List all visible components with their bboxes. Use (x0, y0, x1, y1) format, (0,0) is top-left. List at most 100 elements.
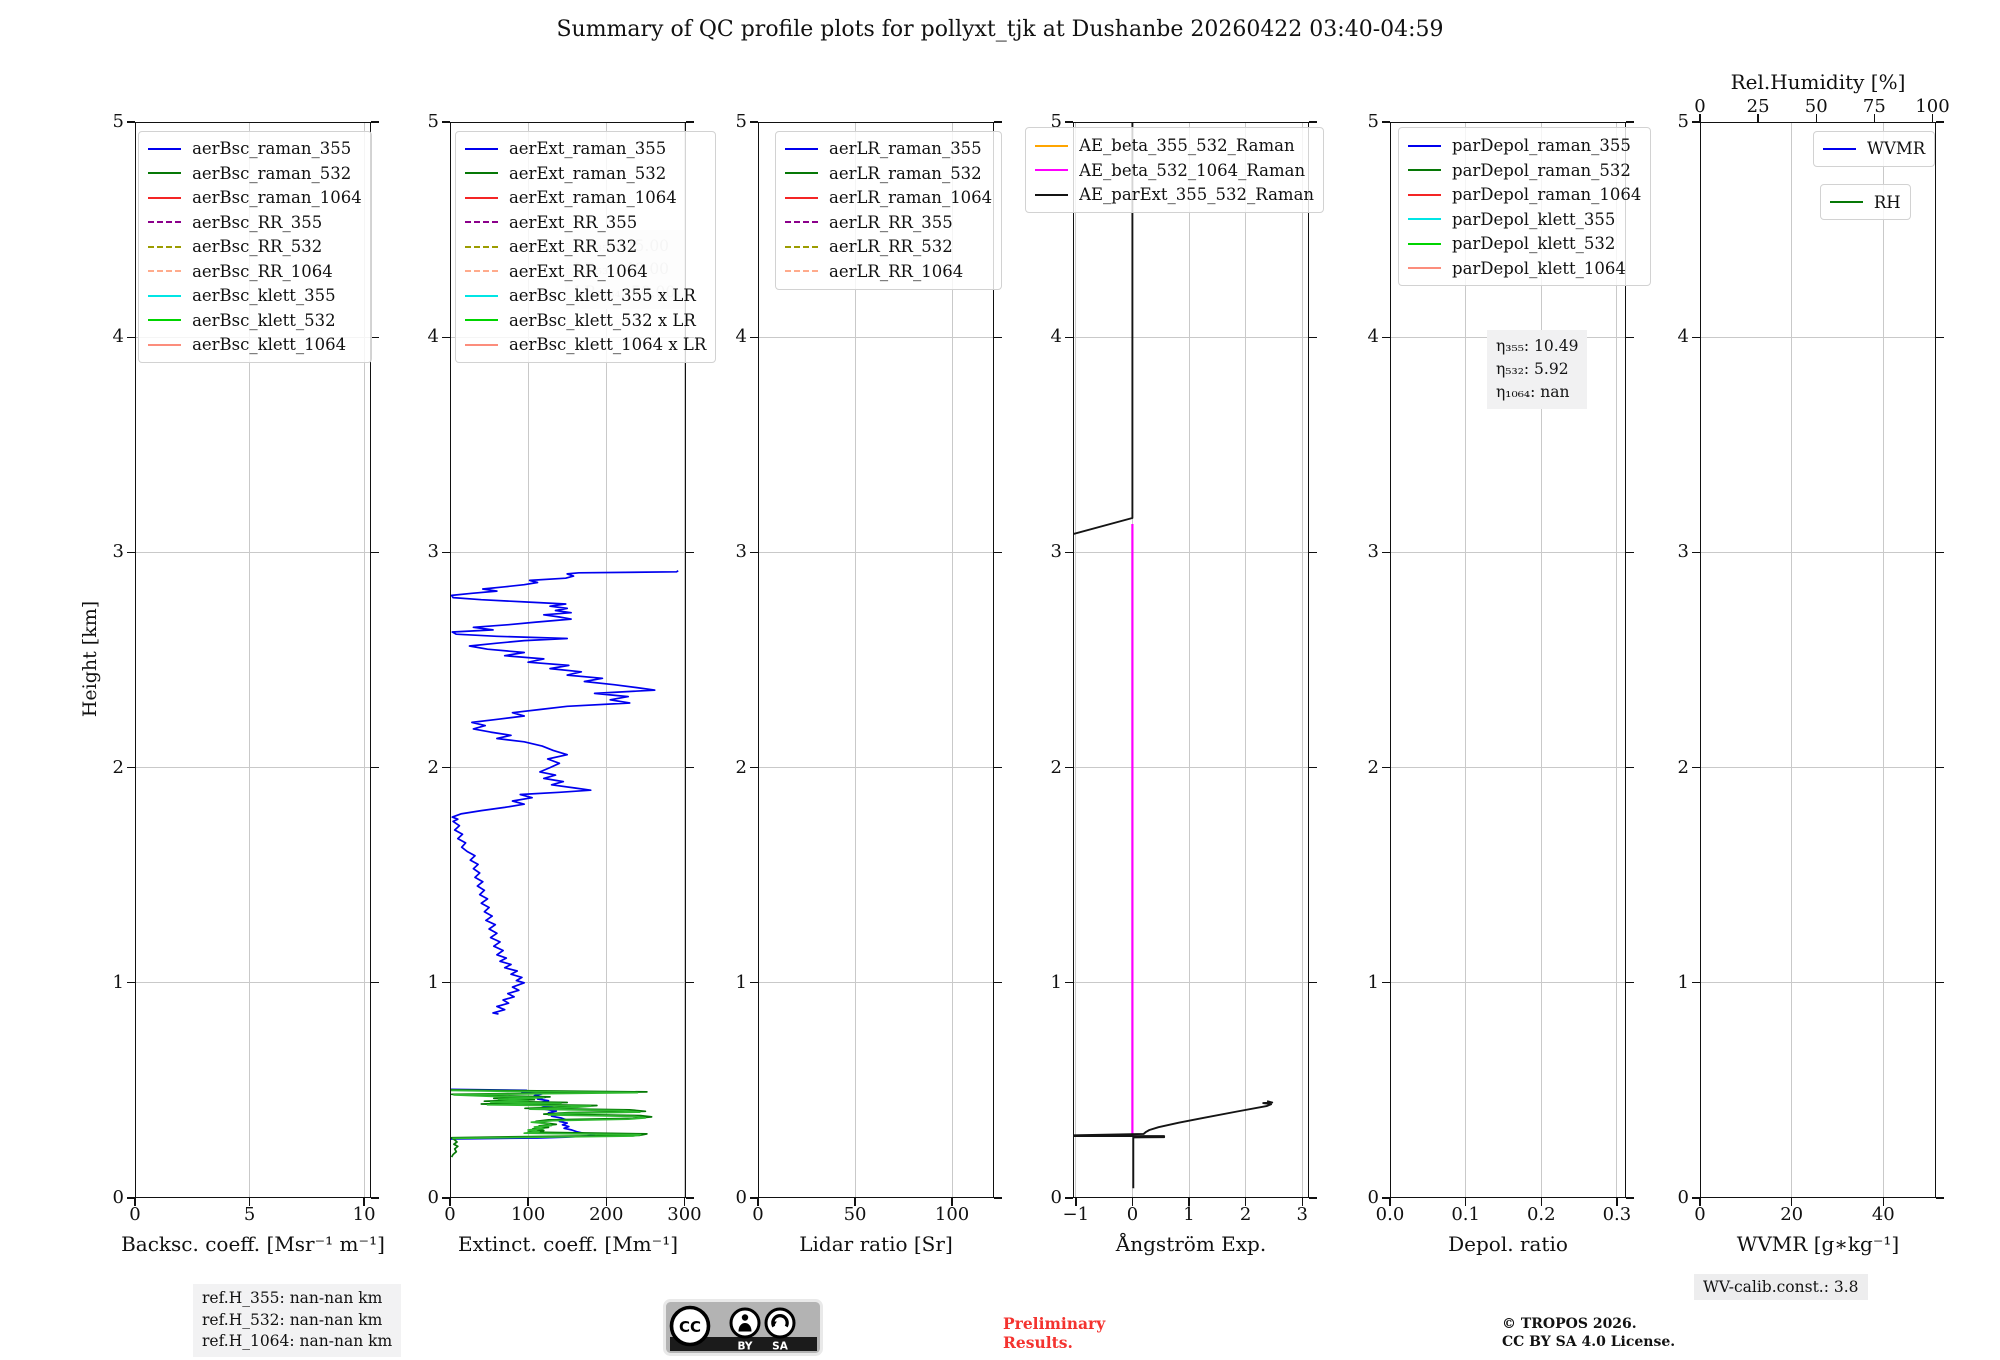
legend-line-swatch (148, 245, 182, 248)
legend-label: AE_beta_355_532_Raman (1079, 136, 1295, 156)
plot-wvmr-series (1700, 122, 1936, 1198)
xtick-label-ext: 200 (589, 1204, 624, 1225)
cc-circle-icon (669, 1305, 711, 1347)
legend-label: aerLR_RR_1064 (828, 261, 964, 281)
ytick-label-ext: 5 (427, 111, 439, 132)
xtick-angstroem (1244, 1198, 1247, 1206)
legend-ext-0: aerExt_raman_355 aerExt_raman_532 aerExt_r… (454, 130, 717, 364)
ytick-right-depol (1626, 551, 1634, 554)
legend-item: aerLR_RR_532 (784, 235, 992, 260)
ytick-left-angstroem (1065, 1197, 1073, 1199)
ytick-left-lidar-ratio (750, 121, 758, 123)
cc-text: CC (679, 1318, 701, 1336)
gridline-y-lidar-ratio (758, 551, 994, 553)
ytick-right-lidar-ratio (994, 336, 1002, 338)
ytick-right-depol (1626, 766, 1634, 769)
legend-label: aerBsc_raman_355 (192, 139, 352, 159)
xtick-lidar-ratio (757, 1198, 759, 1206)
xtick-label-lidar-ratio: 100 (934, 1204, 970, 1225)
legend-item: aerBsc_klett_355 x LR (464, 284, 706, 309)
legend-item: aerBsc_klett_532 (148, 308, 362, 333)
legend-label: AE_beta_532_1064_Raman (1079, 160, 1306, 180)
ytick-right-lidar-ratio (994, 982, 1002, 984)
gridline-y-depol (1390, 982, 1626, 984)
xtick-depol (1616, 1198, 1618, 1206)
legend-label: aerExt_RR_355 (508, 212, 638, 232)
gridline-x-depol (1540, 122, 1542, 1198)
legend-item: aerBsc_raman_532 (148, 161, 362, 186)
ytick-right-lidar-ratio (994, 1197, 1002, 1199)
xtick-label-lidar-ratio: 50 (843, 1204, 867, 1225)
xlabel-backsc: Backsc. coeff. [Msr⁻¹ m⁻¹] (121, 1232, 385, 1256)
legend-item: aerBsc_RR_355 (148, 210, 362, 235)
legend-item: aerLR_RR_355 (784, 210, 992, 235)
legend-line-swatch (784, 196, 818, 199)
top-tick-label-wvmr: 0 (1694, 96, 1706, 117)
ytick-label-depol: 3 (1367, 541, 1379, 563)
legend-label: aerLR_raman_1064 (828, 188, 993, 208)
legend-line-swatch (1408, 267, 1442, 270)
legend-line-swatch (1408, 193, 1442, 196)
legend-label: parDepol_klett_532 (1452, 234, 1616, 254)
legend-item: aerExt_RR_532 (464, 235, 706, 260)
xtick-label-wvmr: 0 (1694, 1204, 1706, 1225)
top-axis-label-wvmr: Rel.Humidity [%] (1730, 70, 1906, 94)
ytick-right-wvmr (1936, 766, 1944, 769)
ytick-right-ext (686, 766, 694, 769)
ytick-label-wvmr: 4 (1677, 326, 1689, 348)
ytick-left-angstroem (1065, 766, 1073, 769)
xtick-backsc (248, 1198, 251, 1206)
legend-line-swatch (1408, 218, 1442, 221)
legend-label: aerLR_raman_355 (828, 139, 982, 159)
ytick-right-depol (1626, 336, 1634, 338)
legend-label: aerExt_raman_355 (508, 139, 667, 159)
ytick-label-depol: 1 (1367, 971, 1379, 993)
reference-height-box: ref.H_355: nan-nan km ref.H_532: nan-nan… (193, 1284, 402, 1357)
legend-label: aerBsc_RR_1064 (192, 261, 333, 281)
eta-values-line: η₁₀₆₄: nan (1495, 382, 1570, 401)
legend-label: aerExt_RR_532 (508, 237, 638, 257)
legend-line-swatch (784, 147, 818, 150)
ytick-left-angstroem (1065, 982, 1073, 984)
ytick-left-lidar-ratio (750, 336, 758, 338)
ytick-right-angstroem (1309, 551, 1317, 554)
plot-ext-series (450, 569, 679, 1158)
ytick-label-wvmr: 2 (1677, 756, 1689, 778)
refH-355: ref.H_355: nan-nan km (202, 1289, 383, 1307)
ytick-left-wvmr (1692, 121, 1700, 123)
legend-label: aerLR_raman_532 (828, 163, 982, 183)
gridline-y-wvmr (1700, 982, 1936, 984)
legend-line-swatch (148, 270, 182, 273)
ytick-label-lidar-ratio: 1 (735, 971, 747, 993)
legend-item: aerLR_raman_532 (784, 161, 992, 186)
xtick-wvmr (1699, 1198, 1701, 1206)
legend-label: aerBsc_klett_355 x LR (508, 286, 696, 306)
legend-item: aerExt_raman_355 (464, 137, 706, 162)
gridline-x-angstroem (1245, 122, 1247, 1198)
legend-line-swatch (464, 221, 498, 224)
ytick-right-angstroem (1309, 336, 1317, 338)
xtick-wvmr (1790, 1198, 1793, 1206)
legend-angstroem-0: AE_beta_355_532_Raman AE_beta_532_1064_Ra… (1025, 127, 1325, 213)
legend-item: aerBsc_klett_355 (148, 284, 362, 309)
legend-line-swatch (1408, 242, 1442, 245)
ytick-right-depol (1626, 1197, 1634, 1199)
legend-label: aerExt_raman_1064 (508, 188, 677, 208)
ytick-right-lidar-ratio (994, 121, 1002, 123)
legend-item: aerExt_RR_1064 (464, 259, 706, 284)
ytick-left-depol (1382, 766, 1390, 769)
gridline-y-lidar-ratio (758, 336, 994, 338)
ytick-left-lidar-ratio (750, 982, 758, 984)
legend-item: aerBsc_klett_1064 (148, 333, 362, 358)
legend-item: aerBsc_RR_532 (148, 235, 362, 260)
ytick-left-wvmr (1692, 336, 1700, 338)
ytick-left-backsc (127, 1197, 135, 1199)
ytick-left-backsc (127, 336, 135, 338)
ytick-label-depol: 4 (1367, 326, 1379, 348)
legend-label: aerBsc_klett_532 x LR (508, 310, 696, 330)
gridline-y-ext (450, 982, 686, 984)
legend-item: WVMR (1823, 137, 1925, 162)
gridline-y-backsc (135, 767, 371, 769)
ytick-left-wvmr (1692, 1197, 1700, 1199)
preliminary-results-note: Preliminary Results. (1003, 1314, 1106, 1352)
